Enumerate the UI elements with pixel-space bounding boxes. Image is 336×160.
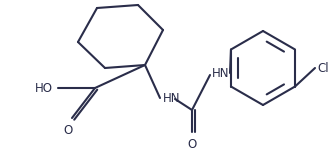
Text: O: O bbox=[64, 124, 73, 137]
Text: HN: HN bbox=[212, 67, 229, 80]
Text: HN: HN bbox=[163, 92, 180, 105]
Text: O: O bbox=[187, 138, 197, 151]
Text: HO: HO bbox=[35, 81, 53, 95]
Text: Cl: Cl bbox=[317, 61, 329, 75]
